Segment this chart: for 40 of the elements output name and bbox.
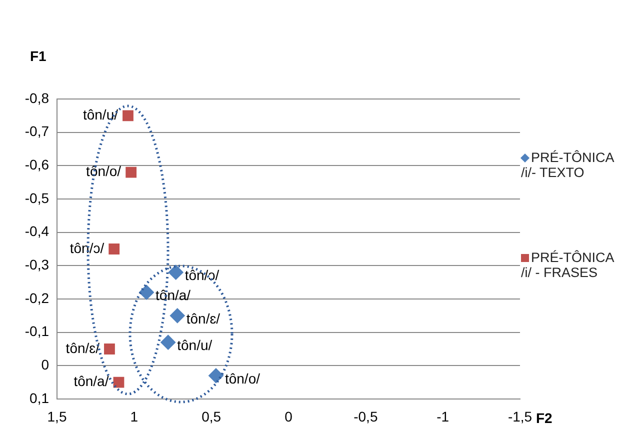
data-label: tôn/a/: [156, 287, 191, 304]
point: [104, 344, 115, 354]
point: [168, 264, 184, 280]
y-tick-label: -0,3: [24, 256, 50, 273]
legend-label: PRÉ-TÔNICA /i/ - FRASES: [521, 250, 614, 280]
point: [208, 368, 224, 384]
y-tick-label: -0,7: [24, 123, 50, 140]
point: [122, 110, 134, 122]
data-label: tôn/a/: [74, 373, 109, 390]
x-tick-label: 0: [284, 408, 293, 424]
y-tick-label: -0,8: [24, 90, 50, 106]
x-tick-label: 1: [130, 408, 138, 424]
x-tick-label: 0,5: [202, 408, 222, 424]
data-label: tôn/ɛ/: [186, 310, 220, 327]
y-tick-label: -0,5: [24, 190, 50, 206]
y-tick-label: -0,2: [24, 290, 50, 306]
data-label: tôn/u/: [82, 106, 118, 123]
y-tick-label: 0: [41, 356, 50, 373]
point: [113, 376, 124, 388]
y-tick-label: -0,6: [24, 156, 50, 173]
point: [139, 284, 154, 300]
data-label: tôn/ɔ/: [70, 240, 104, 256]
data-label: tôn/o/: [86, 163, 122, 180]
point: [126, 166, 137, 178]
x-tick-label: -0,5: [354, 408, 378, 424]
x-tick-label: 1,5: [47, 408, 67, 424]
y-tick-label: 0,1: [30, 390, 50, 406]
point: [170, 308, 185, 324]
y-tick-label: -0,4: [24, 223, 50, 240]
point: [160, 334, 176, 350]
data-label: tôn/o/: [224, 370, 260, 387]
x-tick-label: -1: [436, 408, 450, 424]
data-label: tôn/ɛ/: [66, 340, 100, 356]
x-tick-label: -1,5: [508, 408, 532, 424]
y-axis-title: F1: [30, 48, 46, 64]
point: [108, 244, 120, 254]
legend-label: PRÉ-TÔNICA /i/- TEXTO: [521, 150, 614, 180]
data-label: tôn/u/: [177, 337, 212, 354]
y-tick-label: -0,1: [24, 323, 50, 340]
x-axis-title: F2: [536, 410, 552, 426]
